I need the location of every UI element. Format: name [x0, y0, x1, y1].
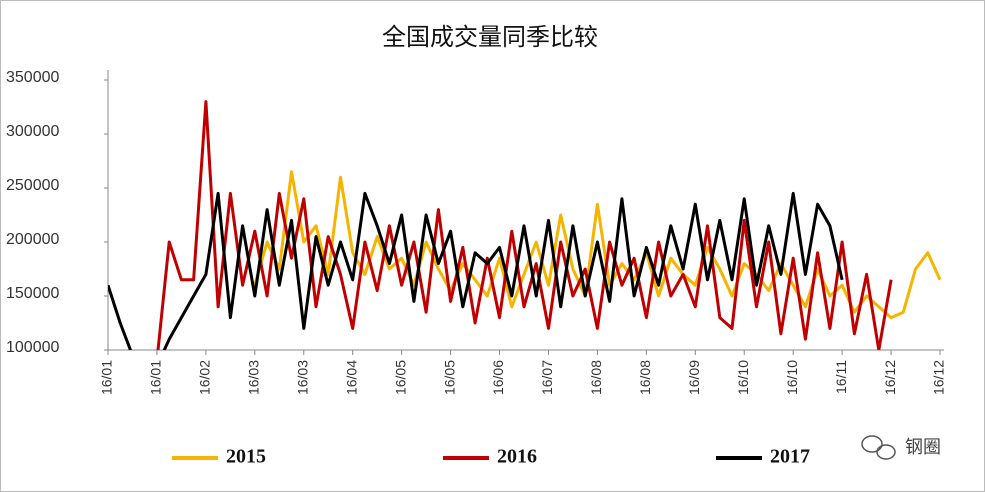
y-tick-label: 150000	[6, 285, 59, 302]
x-tick-label: 16/04	[343, 360, 359, 395]
x-tick-label: 16/03	[246, 360, 262, 395]
x-tick-label: 16/05	[441, 360, 457, 395]
watermark: 钢圈	[905, 437, 941, 458]
y-tick-label: 300000	[6, 123, 59, 140]
x-tick-label: 16/08	[588, 360, 604, 395]
x-tick-label: 16/10	[784, 360, 800, 395]
x-tick-label: 16/10	[735, 360, 751, 395]
series-line	[156, 100, 893, 350]
x-tick-label: 16/05	[392, 360, 408, 395]
x-tick-label: 16/08	[637, 360, 653, 395]
x-tick-label: 16/12	[882, 360, 898, 395]
x-tick-label: 16/11	[833, 360, 849, 394]
watermark-icon	[861, 435, 896, 460]
legend-label: 2017	[770, 446, 810, 468]
x-tick-label: 16/01	[148, 360, 164, 395]
series-line	[108, 191, 844, 350]
plot-area	[108, 100, 942, 350]
x-tick-label: 16/06	[490, 360, 506, 395]
y-tick-label: 250000	[6, 177, 59, 194]
x-tick-label: 16/02	[197, 360, 213, 395]
y-tick-label: 100000	[6, 339, 59, 356]
legend-label: 2016	[497, 446, 537, 468]
x-tick-label: 16/01	[99, 360, 115, 395]
y-tick-label: 200000	[6, 231, 59, 248]
y-tick-label: 350000	[6, 69, 59, 86]
chart-title: 全国成交量同季比较	[382, 23, 598, 51]
x-tick-label: 16/03	[294, 360, 310, 395]
legend-label: 2015	[226, 446, 266, 468]
x-tick-label: 16/12	[931, 360, 947, 395]
x-tick-label: 16/07	[539, 360, 555, 395]
x-tick-label: 16/09	[686, 360, 702, 395]
